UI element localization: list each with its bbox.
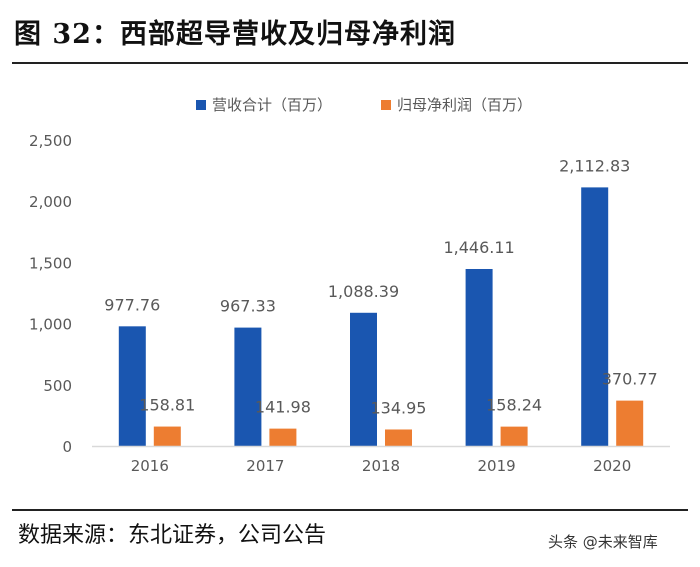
legend-label-revenue: 营收合计（百万）: [212, 96, 332, 114]
x-tick-label: 2018: [362, 457, 400, 475]
profit-data-label: 158.81: [139, 396, 195, 415]
x-axis: 2016 2017 2018 2019 2020: [92, 445, 670, 475]
data-labels: 977.76 158.81 967.33 141.98 1,088.39 134.95 1,…: [104, 156, 657, 417]
profit-bar: [269, 428, 297, 446]
x-tick-label: 2016: [131, 457, 169, 475]
y-tick-label: 1,000: [29, 316, 72, 334]
watermark: 头条 @未来智库: [548, 531, 658, 552]
revenue-bar: [118, 326, 146, 446]
watermark-text: 头条 @未来智库: [548, 533, 658, 551]
revenue-data-label: 1,446.11: [443, 238, 514, 257]
profit-data-label: 158.24: [486, 396, 542, 415]
y-tick-label: 1,500: [29, 254, 72, 272]
y-tick-label: 2,000: [29, 193, 72, 211]
revenue-data-label: 1,088.39: [328, 282, 399, 301]
x-tick-label: 2019: [478, 457, 516, 475]
bars: [118, 187, 644, 447]
revenue-data-label: 2,112.83: [559, 156, 630, 175]
profit-bar: [500, 426, 528, 446]
top-rule: [12, 62, 688, 64]
profit-bar: [616, 400, 644, 446]
x-tick-label: 2017: [246, 457, 284, 475]
profit-data-label: 370.77: [602, 370, 658, 389]
revenue-data-label: 977.76: [104, 295, 160, 314]
profit-data-label: 141.98: [255, 398, 311, 417]
profit-bar: [153, 426, 181, 446]
profit-data-label: 134.95: [371, 398, 427, 417]
revenue-data-label: 967.33: [220, 297, 276, 316]
bottom-rule: [12, 509, 688, 511]
revenue-bar: [350, 312, 377, 446]
legend-swatch-profit: [381, 100, 391, 110]
profit-bar: [385, 429, 412, 446]
figure-title: 图 32：西部超导营收及归母净利润: [14, 19, 456, 50]
y-tick-label: 500: [43, 377, 72, 395]
revenue-bar: [234, 327, 262, 446]
revenue-bar: [581, 187, 609, 447]
y-tick-label: 0: [62, 438, 72, 456]
y-tick-label: 2,500: [29, 132, 72, 150]
legend: 营收合计（百万） 归母净利润（百万）: [196, 96, 532, 114]
legend-swatch-revenue: [196, 100, 206, 110]
revenue-bar: [465, 268, 493, 446]
x-tick-label: 2020: [593, 457, 631, 475]
source-note: 数据来源：东北证券，公司公告: [18, 523, 327, 548]
legend-label-profit: 归母净利润（百万）: [397, 96, 532, 114]
y-axis: 0 500 1,000 1,500 2,000 2,500: [29, 132, 72, 456]
